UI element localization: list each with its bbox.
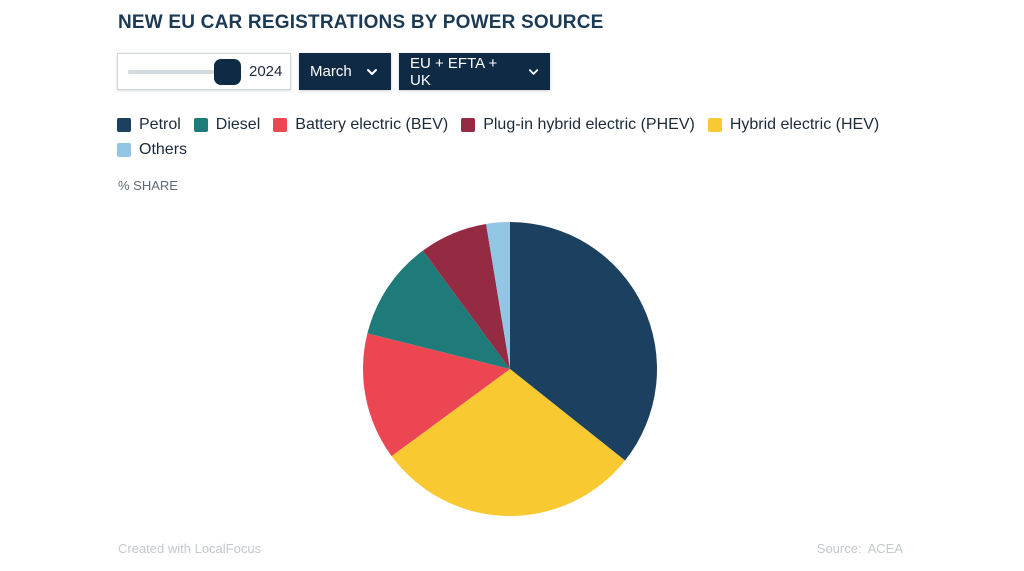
legend-swatch bbox=[117, 142, 131, 157]
region-dropdown-label: EU + EFTA + UK bbox=[410, 54, 498, 89]
legend-swatch bbox=[461, 117, 476, 132]
year-value: 2024 bbox=[249, 63, 283, 80]
chart-title: NEW EU CAR REGISTRATIONS BY POWER SOURCE bbox=[118, 12, 604, 33]
legend-label: Battery electric (BEV) bbox=[295, 115, 449, 133]
legend-swatch bbox=[193, 117, 208, 132]
legend-swatch bbox=[117, 117, 131, 132]
region-dropdown[interactable]: EU + EFTA + UK bbox=[399, 53, 550, 90]
unit-label: % SHARE bbox=[118, 178, 178, 193]
source-label: Source: bbox=[816, 541, 862, 556]
month-dropdown-label: March bbox=[310, 63, 352, 80]
legend-label: Diesel bbox=[215, 115, 261, 133]
chart-legend: Petrol Diesel Battery electric (BEV) Plug-i… bbox=[117, 114, 917, 160]
legend-label: Plug-in hybrid electric (PHEV) bbox=[483, 115, 695, 133]
legend-item[interactable]: Petrol bbox=[117, 114, 181, 135]
legend-item[interactable]: Battery electric (BEV) bbox=[273, 114, 448, 135]
pie-slice-hybrid-electric-hev[interactable] bbox=[391, 369, 626, 516]
pie-slice-battery-electric-bev[interactable] bbox=[363, 333, 510, 457]
pie-slice-diesel[interactable] bbox=[367, 250, 510, 369]
pie-slice-others[interactable] bbox=[486, 222, 510, 369]
slider-track[interactable] bbox=[128, 70, 228, 74]
source-value: ACEA bbox=[867, 541, 903, 556]
legend-label: Hybrid electric (HEV) bbox=[729, 115, 880, 133]
controls-bar: 2024 March EU + EFTA + UK bbox=[117, 53, 550, 90]
month-dropdown[interactable]: March bbox=[299, 53, 391, 90]
chevron-down-icon bbox=[366, 68, 377, 75]
slider-thumb[interactable] bbox=[214, 59, 241, 85]
year-slider[interactable]: 2024 bbox=[117, 53, 291, 90]
legend-label: Petrol bbox=[139, 115, 181, 133]
legend-label: Others bbox=[139, 140, 188, 158]
source-text: Source: ACEA bbox=[817, 541, 903, 556]
pie-slice-plug-in-hybrid-electric-phev[interactable] bbox=[422, 223, 510, 369]
legend-item[interactable]: Others bbox=[117, 139, 187, 160]
legend-item[interactable]: Diesel bbox=[193, 114, 261, 135]
legend-item[interactable]: Plug-in hybrid electric (PHEV) bbox=[461, 114, 695, 135]
legend-swatch bbox=[707, 117, 722, 132]
pie-slice-petrol[interactable] bbox=[510, 222, 657, 461]
credit-text: Created with LocalFocus bbox=[118, 541, 262, 556]
legend-item[interactable]: Hybrid electric (HEV) bbox=[707, 114, 880, 135]
legend-swatch bbox=[273, 117, 288, 132]
chevron-down-icon bbox=[528, 68, 539, 75]
